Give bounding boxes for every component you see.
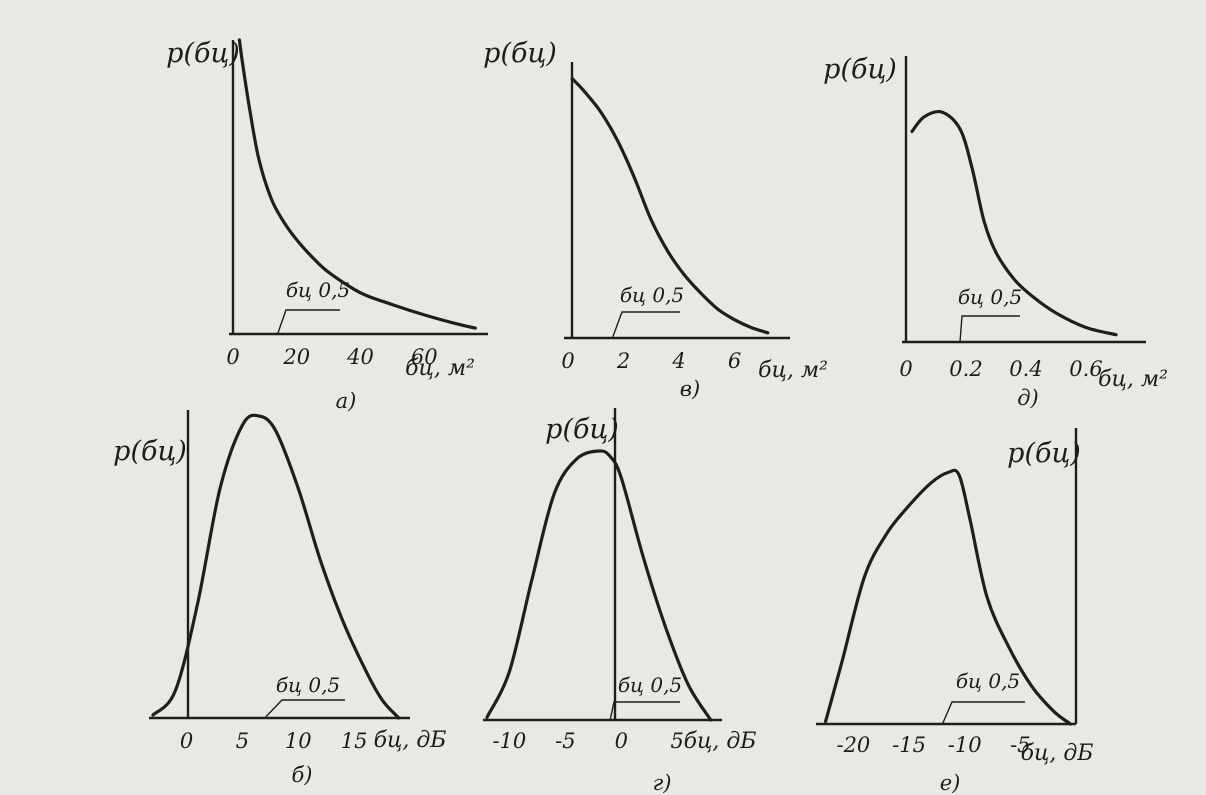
x-tick-label: 2 (616, 349, 630, 373)
x-tick-label: -5 (555, 729, 575, 753)
x-axis-label: бц, дБ (1021, 741, 1094, 766)
x-tick-label: 5 (236, 729, 249, 753)
x-tick-label: 0 (180, 729, 193, 753)
x-tick-label: 4 (671, 349, 685, 373)
x-tick-label: 6 (728, 349, 741, 373)
x-tick-label: 0.6 (1069, 357, 1102, 381)
y-axis-label: p(бц) (1007, 438, 1081, 469)
median-leader (276, 309, 340, 335)
x-tick-label: -10 (948, 733, 982, 757)
x-tick-label: 0 (226, 345, 239, 369)
median-label: бц 0,5 (958, 285, 1022, 309)
panel-subtitle: в) (680, 377, 700, 401)
median-leader (264, 699, 345, 719)
median-label: бц 0,5 (276, 673, 340, 697)
y-axis-label: p(бц) (166, 38, 240, 69)
x-tick-label: -10 (492, 729, 526, 753)
y-axis-label: p(бц) (545, 414, 619, 445)
x-tick-label: 0.2 (949, 357, 982, 381)
x-tick-label: 0 (561, 349, 574, 373)
panel-subtitle: г) (653, 771, 672, 795)
x-axis-label: бц, м² (758, 358, 828, 383)
x-tick-label: -5 (1010, 733, 1030, 757)
median-label: бц 0,5 (956, 669, 1020, 693)
median-label: бц 0,5 (620, 283, 684, 307)
x-tick-label: 60 (411, 345, 438, 369)
x-axis-label: бц, дБ (684, 729, 757, 754)
median-leader (611, 311, 680, 339)
density-curve (824, 468, 1072, 726)
x-axis-label: бц, м² (1098, 367, 1168, 392)
x-axis-label: бц, дБ (374, 728, 447, 753)
median-label: бц 0,5 (618, 673, 682, 697)
x-tick-label: 40 (346, 345, 374, 369)
median-leader (959, 315, 1020, 343)
x-tick-label: 0.4 (1009, 357, 1042, 381)
panel-subtitle: б) (291, 763, 312, 787)
x-tick-label: -20 (836, 733, 870, 757)
x-tick-label: 0 (899, 357, 912, 381)
density-curve (910, 109, 1118, 337)
x-tick-label: 20 (282, 345, 310, 369)
x-tick-label: 0 (615, 729, 628, 753)
density-curve (485, 449, 713, 722)
median-leader (609, 701, 680, 721)
panel-b: 0 2 4 6 бц 0,5 p(бц) бц, м² в) (483, 38, 828, 401)
x-axis-label: бц, м² (405, 356, 475, 381)
density-curve (237, 38, 477, 330)
panel-g: -10 -5 0 5 бц 0,5 p(бц) бц, дБ г) (483, 408, 756, 795)
x-tick-label: 5 (671, 729, 684, 753)
x-tick-label: 15 (341, 729, 368, 753)
median-label: бц 0,5 (286, 278, 350, 302)
x-tick-label: 10 (285, 729, 312, 753)
density-curve (570, 77, 770, 335)
x-tick-label: -15 (892, 733, 926, 757)
y-axis-label: p(бц) (113, 436, 187, 467)
panel-d: 0 0.2 0.4 0.6 бц 0,5 p(бц) бц, м² д) (823, 54, 1168, 410)
panel-subtitle: е) (940, 771, 961, 795)
panel-subtitle: а) (336, 389, 357, 413)
panel-e: -20 -15 -10 -5 бц 0,5 p(бц) бц, дБ е) (816, 428, 1093, 795)
median-leader (941, 701, 1025, 725)
panel-a: 0 20 40 60 бц 0,5 p(бц) бц, м² а) (166, 38, 488, 413)
y-axis-label: p(бц) (483, 38, 557, 69)
panel-b2: 0 5 10 15 бц 0,5 p(бц) бц, дБ б) (113, 410, 446, 787)
y-axis-label: p(бц) (823, 54, 897, 85)
panel-subtitle: д) (1017, 386, 1039, 410)
density-curve (151, 413, 401, 720)
